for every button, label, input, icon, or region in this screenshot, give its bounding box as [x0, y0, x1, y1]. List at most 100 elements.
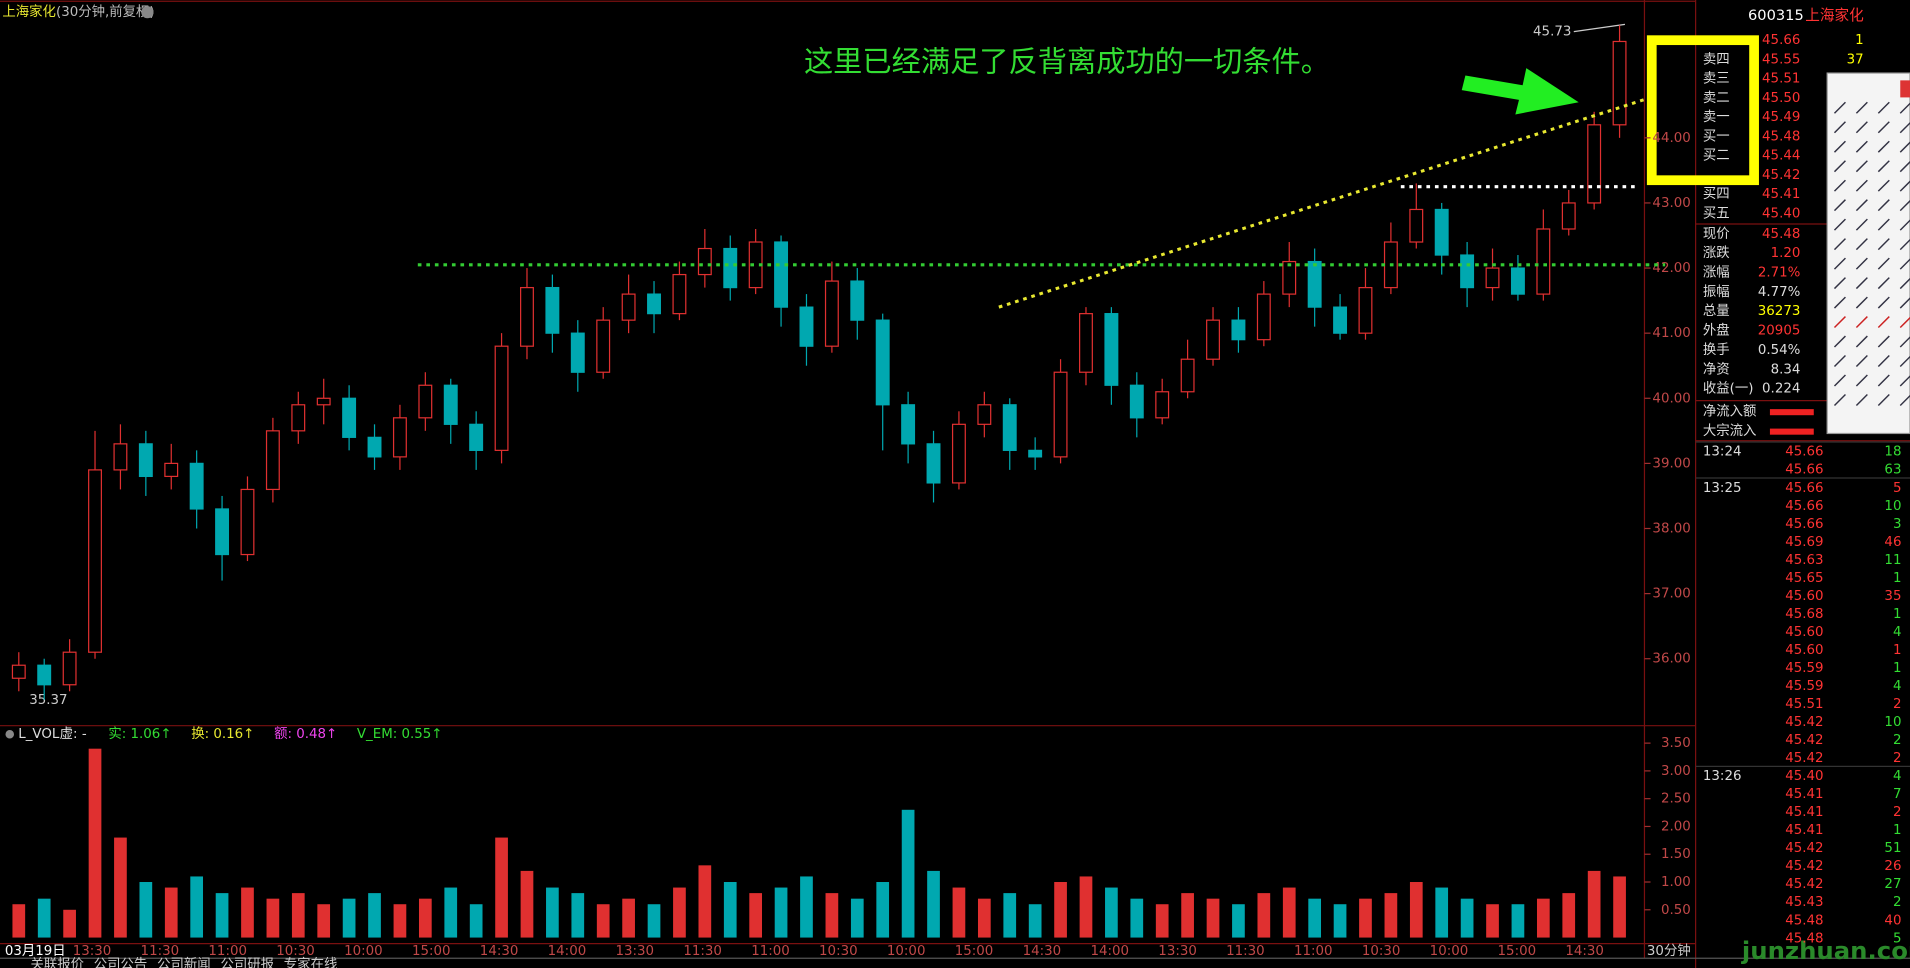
tool-icon[interactable] — [1855, 101, 1868, 114]
tool-icon[interactable] — [1899, 336, 1910, 348]
tool-icon[interactable] — [1833, 355, 1846, 368]
tool-icon[interactable] — [1877, 257, 1890, 270]
tool-icon[interactable] — [1855, 316, 1868, 329]
candle-body — [1510, 267, 1525, 295]
tool-icon[interactable] — [1877, 374, 1890, 387]
tab[interactable]: 关联报价 — [30, 956, 84, 968]
trade-volume: 27 — [1884, 877, 1901, 892]
tool-icon[interactable] — [1899, 219, 1910, 231]
y-tick-label: 2.00 — [1661, 819, 1691, 834]
volume-bar — [1181, 893, 1194, 938]
tool-icon[interactable] — [1855, 257, 1868, 270]
candle-body — [1028, 449, 1043, 458]
candle-body — [1002, 404, 1017, 451]
tool-icon[interactable] — [1855, 277, 1868, 290]
tool-icon[interactable] — [1833, 277, 1846, 290]
tool-icon[interactable] — [1877, 296, 1890, 309]
tool-icon[interactable] — [1877, 238, 1890, 251]
stat-value: 8.34 — [1771, 362, 1801, 377]
tool-icon[interactable] — [1899, 160, 1910, 173]
tool-icon[interactable] — [1899, 121, 1910, 134]
tool-icon[interactable] — [1833, 199, 1846, 212]
tool-icon[interactable] — [1877, 277, 1890, 290]
tool-icon[interactable] — [1833, 335, 1846, 348]
tool-icon[interactable] — [1877, 218, 1890, 231]
tool-icon[interactable] — [1877, 199, 1890, 212]
tool-icon[interactable] — [1855, 179, 1868, 192]
book-label: 卖一 — [1703, 109, 1730, 125]
annotation: 这里已经满足了反背离成功的一切条件。 — [804, 44, 1330, 78]
trade-volume: 5 — [1893, 481, 1902, 496]
tool-icon[interactable] — [1855, 218, 1868, 231]
tab[interactable]: 公司新闻 — [157, 956, 211, 968]
tool-icon[interactable] — [1899, 394, 1910, 406]
tool-icon[interactable] — [1855, 121, 1868, 134]
tool-icon[interactable] — [1877, 179, 1890, 192]
tool-icon[interactable] — [1855, 374, 1868, 387]
candle-body — [342, 397, 357, 438]
candle-body — [799, 306, 814, 347]
tool-icon[interactable] — [1833, 121, 1846, 134]
tool-icon[interactable] — [1877, 316, 1890, 329]
trade-volume: 1 — [1893, 823, 1902, 838]
x-tick-label: 13:30 — [616, 944, 655, 959]
trade-price: 45.66 — [1785, 463, 1823, 478]
tool-icon[interactable] — [1877, 355, 1890, 368]
tool-icon[interactable] — [1899, 141, 1910, 153]
tool-icon[interactable] — [1899, 180, 1910, 192]
tool-icon[interactable] — [1855, 296, 1868, 309]
tool-icon[interactable] — [1899, 297, 1910, 309]
tool-icon[interactable] — [1833, 316, 1846, 329]
tool-icon[interactable] — [1877, 393, 1890, 406]
tool-icon[interactable] — [1855, 238, 1868, 251]
tool-icon[interactable] — [1899, 102, 1910, 114]
stat-value: 4.77% — [1758, 285, 1801, 300]
tool-icon[interactable] — [1877, 140, 1890, 153]
tool-icon[interactable] — [1899, 316, 1910, 329]
x-tick-label: 15:00 — [1498, 944, 1537, 959]
tool-icon[interactable] — [1855, 393, 1868, 406]
tab[interactable]: 公司公告 — [94, 956, 148, 968]
tool-icon[interactable] — [1877, 160, 1890, 173]
tool-icon[interactable] — [1833, 101, 1846, 114]
tool-icon[interactable] — [1899, 238, 1910, 251]
tool-icon[interactable] — [1899, 277, 1910, 290]
tool-icon[interactable] — [1833, 374, 1846, 387]
tab[interactable]: 公司研报 — [220, 956, 274, 968]
trade-volume: 5 — [1893, 931, 1902, 946]
tool-icon[interactable] — [1855, 160, 1868, 173]
y-tick-label: 3.00 — [1661, 764, 1691, 779]
volume-bar — [444, 887, 458, 938]
book-qty: 1 — [1855, 33, 1864, 48]
tool-icon[interactable] — [1899, 199, 1910, 212]
tool-icon[interactable] — [1833, 179, 1846, 192]
trade-price: 45.41 — [1785, 805, 1823, 820]
tool-icon[interactable] — [1855, 140, 1868, 153]
tool-icon[interactable] — [1855, 335, 1868, 348]
tool-icon[interactable] — [1833, 238, 1846, 251]
settings-icon[interactable] — [141, 6, 154, 19]
x-tick-label: 11:30 — [683, 944, 722, 959]
tool-icon[interactable] — [1899, 258, 1910, 270]
tool-icon[interactable] — [1899, 355, 1910, 368]
tool-icon[interactable] — [1833, 393, 1846, 406]
tool-icon[interactable] — [1855, 355, 1868, 368]
stock-code: 600315 — [1748, 7, 1804, 24]
tool-icon[interactable] — [1833, 160, 1846, 173]
trade-volume: 40 — [1884, 913, 1901, 928]
tool-icon[interactable] — [1833, 296, 1846, 309]
tool-icon[interactable] — [1877, 101, 1890, 114]
tool-icon[interactable] — [1877, 335, 1890, 348]
tool-icon[interactable] — [1855, 199, 1868, 212]
volume-bar — [1562, 893, 1576, 938]
tab[interactable]: 专家在线 — [284, 955, 338, 968]
toolbar-close[interactable] — [1900, 80, 1910, 98]
tool-icon[interactable] — [1833, 140, 1846, 153]
tool-icon[interactable] — [1877, 121, 1890, 134]
trade-price: 45.63 — [1785, 553, 1823, 568]
tool-icon[interactable] — [1899, 375, 1910, 387]
tool-icon[interactable] — [1833, 218, 1846, 231]
tool-icon[interactable] — [1833, 257, 1846, 270]
book-label: 买一 — [1703, 128, 1730, 144]
